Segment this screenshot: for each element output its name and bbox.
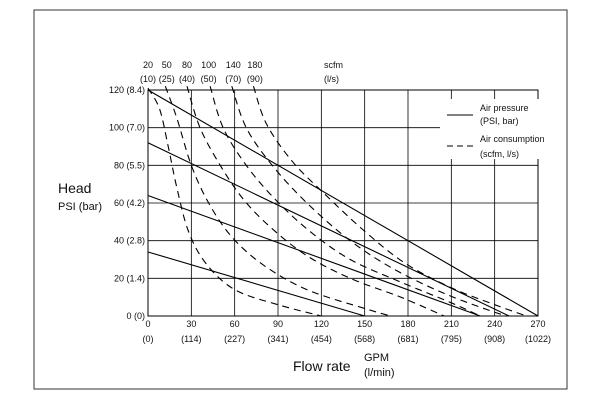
x-tick-label-lpm: (908) [484,334,505,344]
air-consumption-curve [252,86,527,317]
legend-air-pressure-label: Air pressure [480,103,529,113]
legend: Air pressure (PSI, bar) Air consumption … [440,99,545,159]
top-axis-labels: 20 (10) 50 (25) 80 (40) 100 (50) 140 (70) 180 (90) [140,60,263,84]
air-consumption-curve [209,86,481,317]
x-axis-unit-bottom: (l/min) [364,367,395,379]
y-tick-label: 120 (8.4) [109,85,145,95]
x-tick-label-lpm: (341) [267,334,288,344]
x-tick-label-gpm: 30 [186,319,196,329]
air-pressure-line [147,194,481,317]
top-tick-label-scfm: 20 [143,60,153,70]
x-tick-label-gpm: 270 [530,319,545,329]
x-tick-label-gpm: 0 [145,319,150,329]
y-tick-label: 60 (4.2) [114,198,145,208]
legend-air-consumption-unit: (scfm, l/s) [480,149,519,159]
top-tick-label-scfm: 80 [182,60,192,70]
air-consumption-curve [186,86,445,317]
y-axis-title: Head [58,180,91,196]
outer-frame [33,9,568,390]
top-axis-unit-top: scfm [324,60,343,70]
y-axis-subtitle: PSI (bar) [58,201,102,213]
legend-air-pressure-unit: (PSI, bar) [480,116,519,126]
x-axis-unit-top: GPM [364,352,389,364]
top-tick-label-ls: (25) [159,74,175,84]
top-tick-label-scfm: 50 [162,60,172,70]
air-consumption-curve [164,86,391,317]
top-tick-label-ls: (90) [247,74,263,84]
x-tick-label-lpm: (795) [441,334,462,344]
x-tick-label-gpm: 120 [314,319,329,329]
top-tick-label-scfm: 140 [226,60,241,70]
y-tick-label: 100 (7.0) [109,123,145,133]
top-tick-label-scfm: 100 [201,60,216,70]
air-pressure-line [147,89,539,317]
legend-air-consumption-label: Air consumption [480,134,545,144]
air-pressure-line [147,251,365,317]
top-tick-label-ls: (70) [225,74,241,84]
x-tick-label-lpm: (681) [397,334,418,344]
y-tick-label: 20 (1.4) [114,273,145,283]
x-tick-label-gpm: 60 [230,319,240,329]
top-axis-unit-bottom: (l/s) [324,74,339,84]
x-tick-label-gpm: 210 [444,319,459,329]
y-tick-label: 80 (5.5) [114,160,145,170]
x-tick-labels: 0 (0) 30 (114) 60 (227) 90 (341) 120 (454) 150 (568… [143,319,552,344]
x-tick-label-lpm: (227) [224,334,245,344]
air-pressure-line [147,142,510,317]
y-tick-label: 0 (0) [126,311,145,321]
plot-lines [147,86,539,317]
x-tick-label-gpm: 240 [487,319,502,329]
x-tick-label-lpm: (1022) [525,334,551,344]
top-tick-label-scfm: 180 [247,60,262,70]
x-tick-label-gpm: 150 [357,319,372,329]
x-tick-label-gpm: 180 [400,319,415,329]
top-tick-label-ls: (10) [140,74,156,84]
x-axis-title: Flow rate [293,358,351,374]
top-tick-label-ls: (40) [179,74,195,84]
x-tick-label-gpm: 90 [273,319,283,329]
x-tick-label-lpm: (114) [181,334,201,344]
air-consumption-curve [147,87,322,317]
x-tick-label-lpm: (568) [354,334,375,344]
top-tick-label-ls: (50) [201,74,217,84]
x-tick-label-lpm: (454) [311,334,332,344]
legend-box [440,99,541,159]
plot-frame [147,89,539,317]
y-tick-labels: 0 (0) 20 (1.4) 40 (2.8) 60 (4.2) 80 (5.5) 100… [109,85,145,321]
x-tick-label-lpm: (0) [143,334,154,344]
y-tick-label: 40 (2.8) [114,236,145,246]
air-consumption-curve [231,86,510,317]
